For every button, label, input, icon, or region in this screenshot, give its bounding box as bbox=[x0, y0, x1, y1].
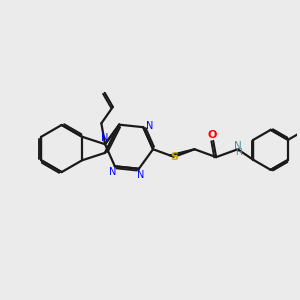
Text: N: N bbox=[136, 170, 144, 180]
Text: N: N bbox=[109, 167, 116, 177]
Text: O: O bbox=[207, 130, 216, 140]
Text: N: N bbox=[146, 121, 153, 131]
Text: N: N bbox=[101, 133, 108, 143]
Text: N: N bbox=[234, 141, 242, 151]
Text: S: S bbox=[170, 152, 178, 161]
Text: H: H bbox=[235, 148, 242, 157]
